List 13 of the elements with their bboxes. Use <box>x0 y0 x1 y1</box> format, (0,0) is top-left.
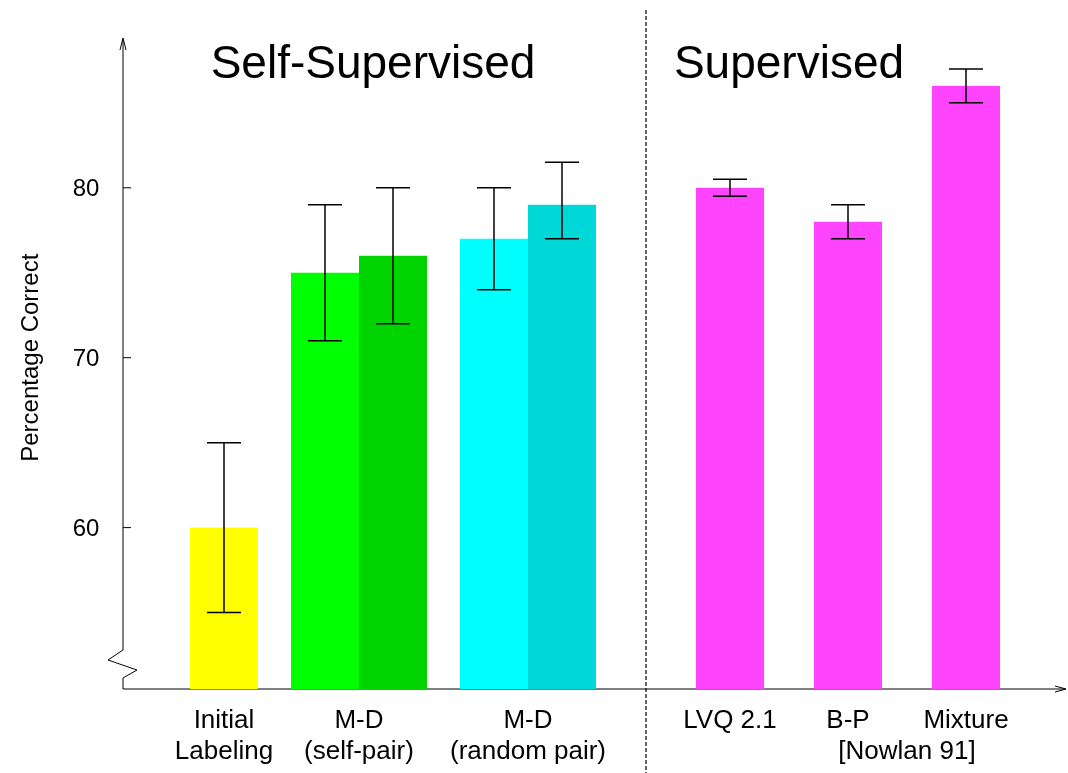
y-axis-title: Percentage Correct <box>16 253 43 462</box>
y-tick-label: 80 <box>72 174 100 202</box>
x-tick-label: Initial Labeling <box>174 704 274 765</box>
x-tick-label: B-P <box>826 704 870 734</box>
x-tick-label: M-D (self-pair) <box>304 704 414 765</box>
annotation: Supervised <box>673 36 905 88</box>
y-tick-label: 70 <box>72 344 100 372</box>
x-tick-label: M-D (random pair) <box>449 704 607 765</box>
annotation: Self-Supervised <box>210 36 536 88</box>
text: [Nowlan 91] <box>838 735 976 765</box>
x-tick-label: Mixture <box>923 704 1009 734</box>
y-tick-label: 60 <box>72 514 100 541</box>
x-tick-label: LVQ 2.1 <box>683 704 777 734</box>
